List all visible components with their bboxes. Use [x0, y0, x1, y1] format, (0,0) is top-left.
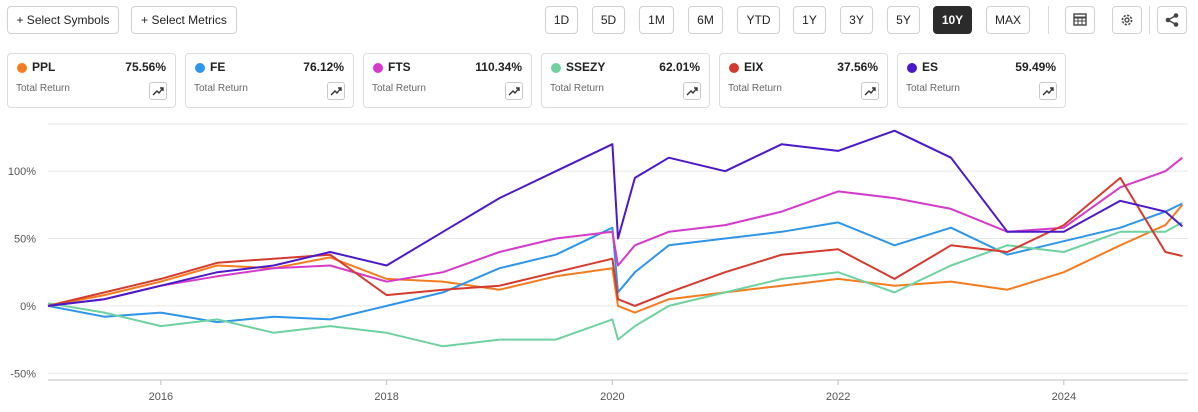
total-return-value: 76.12% — [303, 60, 344, 74]
range-1d-button[interactable]: 1D — [545, 6, 578, 34]
range-5d-button[interactable]: 5D — [592, 6, 625, 34]
range-max-button[interactable]: MAX — [986, 6, 1030, 34]
share-icon — [1165, 13, 1179, 27]
range-10y-button[interactable]: 10Y — [933, 6, 972, 34]
table-icon — [1073, 13, 1087, 26]
series-line-ppl — [47, 204, 1184, 314]
symbol-label: PPL — [32, 60, 56, 74]
total-return-value: 37.56% — [837, 60, 878, 74]
total-return-value: 110.34% — [475, 60, 522, 74]
metric-label: Total Return — [728, 83, 782, 94]
metric-label: Total Return — [906, 83, 960, 94]
series-color-dot — [373, 63, 383, 73]
symbol-label: ES — [922, 60, 939, 74]
range-ytd-button[interactable]: YTD — [737, 6, 780, 34]
trend-arrow-icon — [152, 87, 164, 96]
trend-button[interactable] — [861, 82, 879, 100]
select-symbols-button[interactable]: + Select Symbols — [7, 6, 119, 34]
series-color-dot — [907, 63, 917, 73]
select-metrics-button[interactable]: + Select Metrics — [131, 6, 237, 34]
trend-button[interactable] — [149, 82, 167, 100]
line-chart: 100% 50% 0% -50% 2016 2018 2020 2022 2024 — [8, 123, 1188, 403]
range-5y-button[interactable]: 5Y — [887, 6, 920, 34]
legend-card-ppl[interactable]: PPL 75.56% Total Return — [7, 53, 176, 108]
chart-toolbar: + Select Symbols + Select Metrics 1D 5D … — [0, 0, 1198, 40]
metric-label: Total Return — [16, 83, 70, 94]
series-color-dot — [551, 63, 561, 73]
trend-arrow-icon — [330, 87, 342, 96]
x-tick-label: 2016 — [149, 391, 173, 403]
metric-label: Total Return — [550, 83, 604, 94]
trend-arrow-icon — [686, 87, 698, 96]
toolbar-divider — [1149, 6, 1150, 34]
symbol-label: FTS — [388, 60, 411, 74]
trend-arrow-icon — [864, 87, 876, 96]
symbol-label: EIX — [744, 60, 764, 74]
total-return-value: 59.49% — [1015, 60, 1056, 74]
x-tick-label: 2020 — [600, 391, 624, 403]
trend-arrow-icon — [508, 87, 520, 96]
range-6m-button[interactable]: 6M — [688, 6, 723, 34]
series-color-dot — [729, 63, 739, 73]
gear-icon — [1121, 14, 1133, 26]
symbol-label: FE — [210, 60, 226, 74]
legend-card-eix[interactable]: EIX 37.56% Total Return — [719, 53, 888, 108]
share-button[interactable] — [1157, 6, 1187, 34]
series-color-dot — [17, 63, 27, 73]
range-1y-button[interactable]: 1Y — [793, 6, 826, 34]
legend-card-es[interactable]: ES 59.49% Total Return — [897, 53, 1066, 108]
y-tick-label: 100% — [8, 166, 36, 178]
series-line-eix — [47, 176, 1183, 307]
metric-label: Total Return — [194, 83, 248, 94]
x-tick-label: 2022 — [826, 391, 850, 403]
legend-card-ssezy[interactable]: SSEZY 62.01% Total Return — [541, 53, 710, 108]
range-1m-button[interactable]: 1M — [639, 6, 674, 34]
trend-button[interactable] — [505, 82, 523, 100]
metric-label: Total Return — [372, 83, 426, 94]
toolbar-divider — [1048, 6, 1049, 34]
symbol-label: SSEZY — [566, 60, 606, 74]
x-tick-label: 2018 — [374, 391, 398, 403]
y-tick-label: 50% — [14, 234, 36, 246]
total-return-value: 62.01% — [659, 60, 700, 74]
legend-card-fts[interactable]: FTS 110.34% Total Return — [363, 53, 532, 108]
table-view-button[interactable] — [1065, 6, 1095, 34]
trend-arrow-icon — [1042, 87, 1054, 96]
legend-card-fe[interactable]: FE 76.12% Total Return — [185, 53, 354, 108]
range-3y-button[interactable]: 3Y — [840, 6, 873, 34]
trend-button[interactable] — [1039, 82, 1057, 100]
trend-button[interactable] — [683, 82, 701, 100]
settings-button[interactable] — [1112, 6, 1142, 34]
y-tick-label: 0% — [20, 301, 36, 313]
series-line-fe — [47, 202, 1183, 324]
series-line-es — [47, 129, 1184, 307]
y-tick-label: -50% — [10, 368, 36, 380]
total-return-value: 75.56% — [125, 60, 166, 74]
series-color-dot — [195, 63, 205, 73]
trend-button[interactable] — [327, 82, 345, 100]
x-tick-label: 2024 — [1052, 391, 1076, 403]
